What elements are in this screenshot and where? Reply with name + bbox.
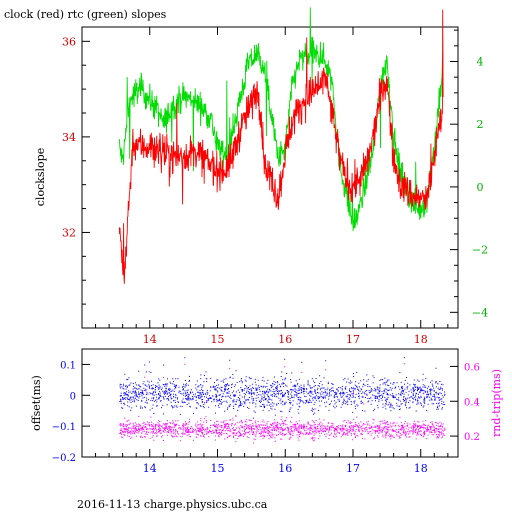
bottom-right-tick-label: 0.2 <box>464 432 480 443</box>
chart-title: clock (red) rtc (green) slopes <box>4 8 167 21</box>
offset-roundtrip-panel: 14 15 16 17 18 −0.2 −0.1 0 0.1 0.2 0.4 0.6 offset… <box>30 348 503 475</box>
top-right-tick-label: 2 <box>477 118 484 131</box>
bottom-x-axis: 14 15 16 17 18 <box>95 449 449 475</box>
top-x-axis: 14 15 16 17 18 <box>95 27 449 346</box>
bottom-x-tick-label: 15 <box>210 462 224 475</box>
top-x-tick-label: 15 <box>210 333 224 346</box>
bottom-left-tick-label: −0.1 <box>52 422 76 433</box>
scatter-points-offset <box>119 357 446 419</box>
bottom-left-tick-label: −0.2 <box>52 453 76 464</box>
bottom-left-axis: −0.2 −0.1 0 0.1 <box>52 360 90 464</box>
bottom-right-tick-label: 0.6 <box>464 362 480 373</box>
series-line-clock <box>118 9 444 284</box>
clock-rtc-slope-panel: 14 15 16 17 18 32 34 36 −4 −2 0 2 4 clockslope <box>34 7 488 346</box>
bottom-x-tick-label: 14 <box>143 462 157 475</box>
top-right-axis: −4 −2 0 2 4 <box>450 29 488 329</box>
bottom-right-axis: 0.2 0.4 0.6 <box>450 362 480 443</box>
top-y-axis-label: clockslope <box>34 148 47 206</box>
top-plot-frame <box>81 26 459 329</box>
top-right-tick-label: 4 <box>477 55 484 68</box>
top-x-tick-label: 18 <box>414 333 428 346</box>
series-line-rtc <box>118 7 444 232</box>
top-x-tick-label: 14 <box>143 333 157 346</box>
bottom-x-tick-label: 17 <box>346 462 360 475</box>
top-left-axis: 32 34 36 <box>62 35 90 305</box>
bottom-plot-frame <box>81 348 459 458</box>
top-right-tick-label: −2 <box>472 244 488 257</box>
bottom-y-axis-label-right: rnd-trip(ms) <box>490 369 503 437</box>
bottom-y-axis-label-left: offset(ms) <box>30 375 43 431</box>
bottom-right-tick-label: 0.4 <box>464 397 480 408</box>
top-x-tick-label: 16 <box>278 333 292 346</box>
footer-label: 2016-11-13 charge.physics.ubc.ca <box>77 498 268 511</box>
scatter-points-rnd-trip <box>119 363 446 444</box>
top-right-tick-label: 0 <box>477 181 484 194</box>
top-left-tick-label: 36 <box>62 35 76 48</box>
bottom-x-tick-label: 16 <box>278 462 292 475</box>
bottom-left-tick-label: 0 <box>70 391 76 402</box>
bottom-x-tick-label: 18 <box>414 462 428 475</box>
top-left-tick-label: 32 <box>62 226 76 239</box>
top-x-tick-label: 17 <box>346 333 360 346</box>
bottom-left-tick-label: 0.1 <box>60 360 76 371</box>
top-right-tick-label: −4 <box>472 306 488 319</box>
top-series-group <box>118 7 444 284</box>
bottom-series-group <box>119 357 446 444</box>
top-left-tick-label: 34 <box>62 131 76 144</box>
